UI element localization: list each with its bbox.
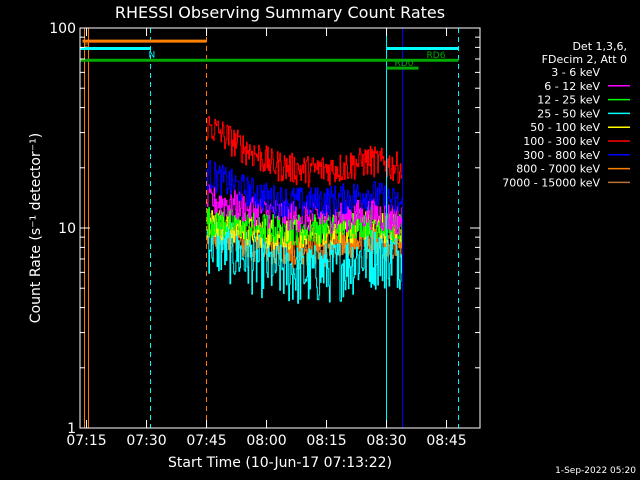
legend-entry-label: 7000 - 15000 keV (502, 176, 600, 189)
y-tick-label: 1 (67, 421, 76, 437)
x-tick-label: 08:15 (306, 433, 346, 449)
legend-header: FDecim 2, Att 0 (542, 53, 627, 66)
legend-entry-label: 300 - 800 keV (523, 149, 600, 162)
x-tick-label: 08:00 (246, 433, 286, 449)
legend-entry-label: 50 - 100 keV (530, 121, 600, 134)
x-tick-label: 08:30 (366, 433, 406, 449)
x-tick-label: 08:45 (426, 433, 466, 449)
y-tick-label: 100 (49, 21, 76, 37)
series-line (206, 160, 403, 428)
annotation-label: N (149, 50, 156, 60)
axes: 07:15 07:30 07:45 08:00 08:15 08:30 08:45 1 10 10… (49, 21, 480, 449)
footer-timestamp: 1-Sep-2022 05:20 (555, 466, 636, 476)
y-tick-label: 10 (58, 221, 76, 237)
legend-entry-label: 800 - 7000 keV (516, 163, 600, 176)
chart-title: RHESSI Observing Summary Count Rates (115, 3, 445, 22)
legend-header: Det 1,3,6, (572, 40, 627, 53)
legend-entry-label: 25 - 50 keV (537, 107, 600, 120)
annotation-label: RD0 (395, 59, 414, 69)
x-tick-label: 07:45 (186, 433, 226, 449)
series-line (206, 71, 403, 428)
x-tick-label: 07:15 (66, 433, 106, 449)
series-line (206, 116, 403, 428)
legend-entry-label: 100 - 300 keV (523, 135, 600, 148)
y-axis-label: Count Rate (s⁻¹ detector⁻¹) (28, 133, 44, 323)
x-tick-label: 07:30 (126, 433, 166, 449)
legend-entry-label: 6 - 12 keV (544, 80, 600, 93)
series-line (206, 206, 403, 428)
x-axis-label: Start Time (10-Jun-17 07:13:22) (168, 455, 392, 471)
annotation-label: RD6 (427, 51, 446, 61)
series-line (206, 184, 403, 428)
series-line (206, 219, 403, 428)
legend-entry-label: 3 - 6 keV (551, 66, 600, 79)
legend-entry-label: 12 - 25 keV (537, 94, 600, 107)
